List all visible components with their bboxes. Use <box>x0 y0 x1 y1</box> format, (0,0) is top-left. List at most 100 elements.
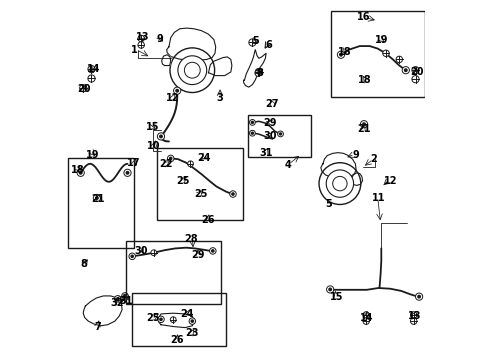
Text: 29: 29 <box>191 249 205 260</box>
Circle shape <box>123 295 126 297</box>
Circle shape <box>411 76 418 83</box>
Circle shape <box>160 318 162 320</box>
Circle shape <box>325 170 353 197</box>
Circle shape <box>326 286 333 293</box>
Text: 16: 16 <box>357 12 370 22</box>
Circle shape <box>248 39 256 46</box>
Circle shape <box>77 169 84 176</box>
Circle shape <box>96 197 98 199</box>
Text: 31: 31 <box>119 296 132 306</box>
Text: 12: 12 <box>165 93 179 103</box>
Circle shape <box>117 297 123 302</box>
Text: 25: 25 <box>146 312 160 323</box>
Circle shape <box>401 67 408 74</box>
Text: 15: 15 <box>146 122 160 132</box>
Text: 27: 27 <box>265 99 278 109</box>
Text: 30: 30 <box>263 131 277 141</box>
Circle shape <box>173 87 181 94</box>
Circle shape <box>93 194 101 202</box>
Polygon shape <box>166 28 215 60</box>
Text: 19: 19 <box>86 150 99 160</box>
Circle shape <box>117 298 119 300</box>
Circle shape <box>411 67 418 74</box>
Circle shape <box>138 35 144 42</box>
Text: 3: 3 <box>216 93 223 103</box>
Circle shape <box>131 255 133 257</box>
Text: 30: 30 <box>134 246 148 256</box>
Circle shape <box>157 133 164 140</box>
Circle shape <box>191 320 193 322</box>
Text: 14: 14 <box>360 312 373 323</box>
Circle shape <box>170 317 176 323</box>
Text: 18: 18 <box>357 75 370 85</box>
Circle shape <box>395 56 402 63</box>
Text: 26: 26 <box>170 335 183 345</box>
Circle shape <box>360 121 367 128</box>
Text: 1: 1 <box>130 45 137 55</box>
Circle shape <box>187 161 193 167</box>
Circle shape <box>138 42 144 48</box>
Polygon shape <box>208 57 231 76</box>
Circle shape <box>88 75 95 82</box>
Circle shape <box>328 288 331 291</box>
Text: 2: 2 <box>370 154 377 164</box>
Circle shape <box>255 68 262 76</box>
Bar <box>247 115 310 157</box>
Circle shape <box>160 135 162 138</box>
Circle shape <box>167 155 174 162</box>
Text: 32: 32 <box>110 298 124 308</box>
Circle shape <box>409 318 416 324</box>
Text: 26: 26 <box>201 215 214 225</box>
Circle shape <box>251 132 253 134</box>
Text: 17: 17 <box>127 158 141 168</box>
Bar <box>125 241 221 304</box>
Circle shape <box>332 176 346 191</box>
Text: 21: 21 <box>357 124 370 134</box>
Circle shape <box>151 250 156 256</box>
Circle shape <box>279 133 281 135</box>
Circle shape <box>170 48 214 93</box>
Circle shape <box>251 121 253 123</box>
Text: 9: 9 <box>156 33 163 44</box>
Circle shape <box>79 171 82 174</box>
Circle shape <box>129 253 135 260</box>
Text: 24: 24 <box>180 309 193 319</box>
Text: 25: 25 <box>193 189 207 199</box>
Text: 23: 23 <box>185 328 199 338</box>
Text: 22: 22 <box>159 159 173 169</box>
Bar <box>68 158 133 248</box>
Circle shape <box>337 51 344 58</box>
Text: 20: 20 <box>78 84 91 94</box>
Circle shape <box>88 66 95 73</box>
Text: 10: 10 <box>147 141 160 151</box>
Bar <box>330 11 424 97</box>
Circle shape <box>362 318 368 324</box>
Circle shape <box>254 70 261 76</box>
Polygon shape <box>320 153 355 178</box>
Text: 13: 13 <box>136 32 149 42</box>
Bar <box>132 293 225 346</box>
Circle shape <box>80 85 87 92</box>
Circle shape <box>231 193 234 195</box>
Text: 7: 7 <box>94 322 101 332</box>
Text: 29: 29 <box>263 118 277 128</box>
Bar <box>157 148 242 220</box>
Text: 20: 20 <box>409 67 423 77</box>
Text: 8: 8 <box>81 258 87 269</box>
Circle shape <box>169 157 171 159</box>
Circle shape <box>277 131 283 137</box>
Circle shape <box>229 191 236 197</box>
Text: 28: 28 <box>184 234 198 244</box>
Circle shape <box>318 163 360 204</box>
Circle shape <box>404 69 406 71</box>
Polygon shape <box>351 173 362 185</box>
Text: 5: 5 <box>251 36 258 46</box>
Circle shape <box>122 293 128 299</box>
Text: 6: 6 <box>264 40 271 50</box>
Text: 19: 19 <box>374 35 388 45</box>
Circle shape <box>123 169 131 176</box>
Polygon shape <box>243 50 265 87</box>
Text: 12: 12 <box>383 176 396 186</box>
Text: 15: 15 <box>329 292 343 302</box>
Circle shape <box>184 62 200 78</box>
